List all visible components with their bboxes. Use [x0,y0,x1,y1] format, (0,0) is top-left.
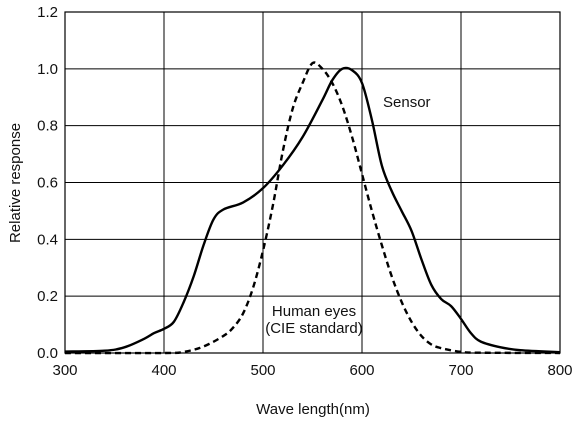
y-tick-label: 0.2 [37,288,58,305]
x-tick-label: 800 [547,362,572,379]
y-tick-label: 0.8 [37,118,58,135]
y-tick-label: 0.0 [37,345,58,362]
annotation-sensor: Sensor [383,94,431,111]
x-tick-labels: 300 400 500 600 700 800 [52,362,572,379]
y-tick-labels: 0.0 0.2 0.4 0.6 0.8 1.0 1.2 [37,4,58,362]
annotation-cie-standard: (CIE standard) [265,320,363,337]
y-tick-label: 0.4 [37,231,58,248]
y-tick-label: 0.6 [37,175,58,192]
x-tick-label: 600 [349,362,374,379]
x-tick-label: 500 [250,362,275,379]
x-axis-title: Wave length(nm) [256,401,370,418]
y-axis-title: Relative response [7,123,24,243]
y-tick-label: 1.0 [37,61,58,78]
x-tick-label: 400 [151,362,176,379]
x-tick-label: 700 [448,362,473,379]
y-tick-label: 1.2 [37,4,58,21]
annotation-human-eyes: Human eyes [272,303,356,320]
x-tick-label: 300 [52,362,77,379]
